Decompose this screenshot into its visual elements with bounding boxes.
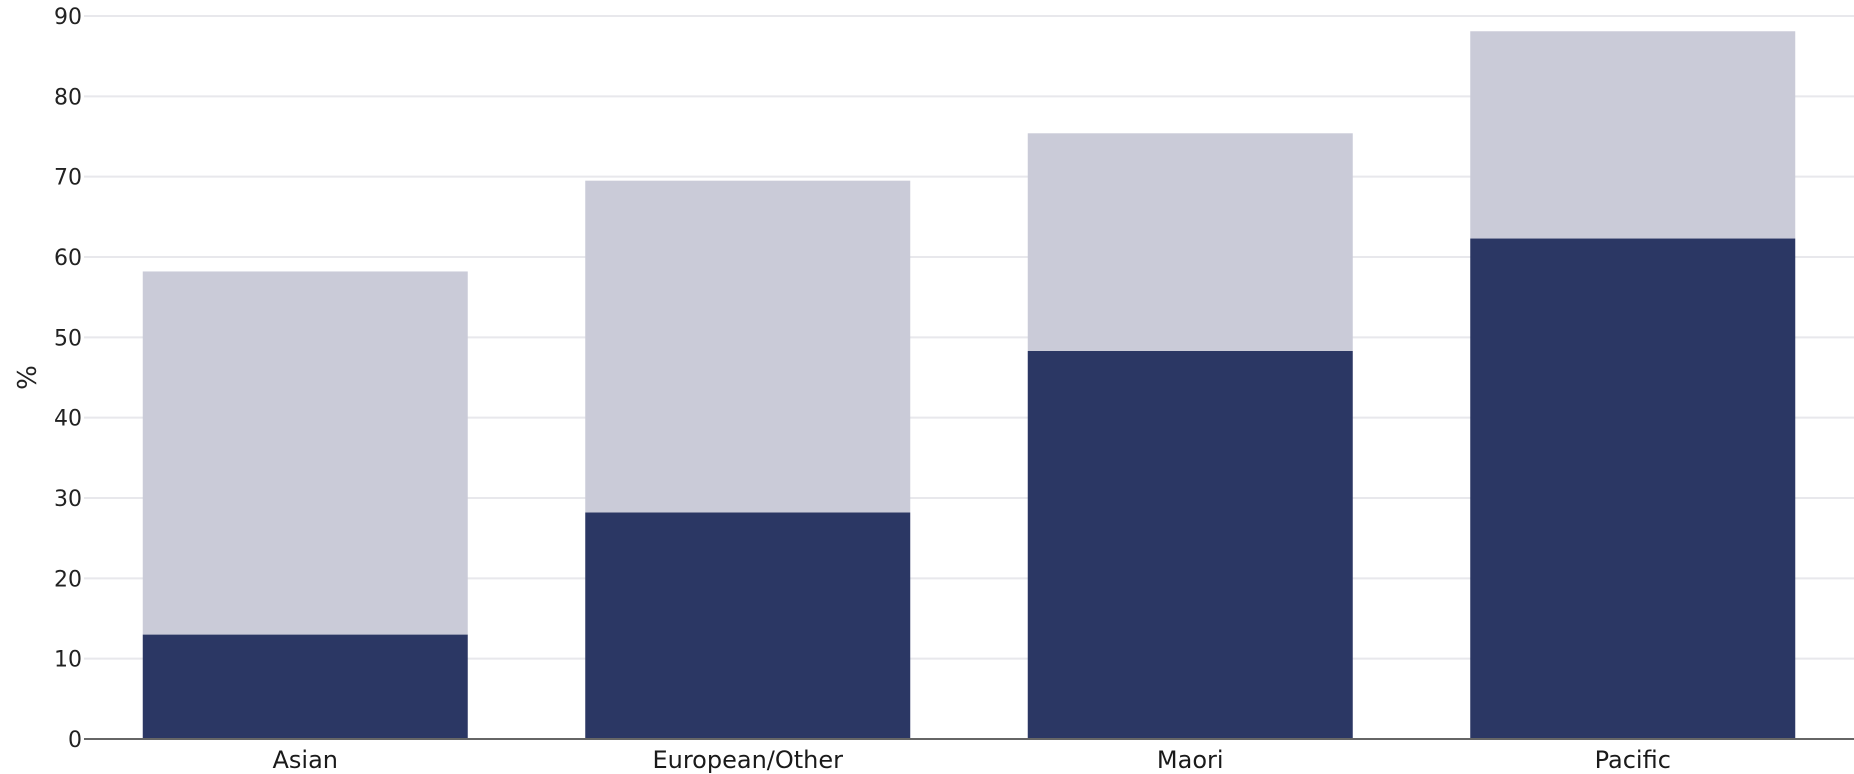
bar-european-other-segment-1	[585, 512, 911, 739]
x-category-label: Asian	[272, 746, 338, 774]
bar-asian-segment-1	[142, 634, 468, 739]
y-tick-label: 20	[54, 567, 82, 592]
y-tick-label: 40	[54, 407, 82, 432]
bar-maori-segment-2	[1027, 133, 1353, 351]
bar-pacific-segment-2	[1470, 31, 1796, 239]
y-tick-label: 30	[54, 487, 82, 512]
x-category-label: European/Other	[652, 746, 843, 774]
bar-pacific-segment-1	[1470, 238, 1796, 740]
y-tick-label: 50	[54, 326, 82, 351]
bar-european-other-segment-2	[585, 180, 911, 513]
x-category-label: Maori	[1157, 746, 1224, 774]
x-axis-categories: Asian European/Other Maori Pacific	[272, 746, 1670, 774]
bars	[142, 31, 1796, 740]
y-axis-title: %	[13, 365, 43, 390]
y-tick-label: 80	[54, 85, 82, 110]
bar-asian-segment-2	[142, 271, 468, 635]
y-tick-label: 0	[68, 728, 82, 753]
y-axis-ticks: 0 10 20 30 40 50 60 70 80 90	[54, 5, 82, 753]
y-tick-label: 60	[54, 246, 82, 271]
y-tick-label: 70	[54, 166, 82, 191]
bar-maori-segment-1	[1027, 350, 1353, 739]
y-tick-label: 10	[54, 648, 82, 673]
x-category-label: Pacific	[1595, 746, 1671, 774]
y-tick-label: 90	[54, 5, 82, 30]
